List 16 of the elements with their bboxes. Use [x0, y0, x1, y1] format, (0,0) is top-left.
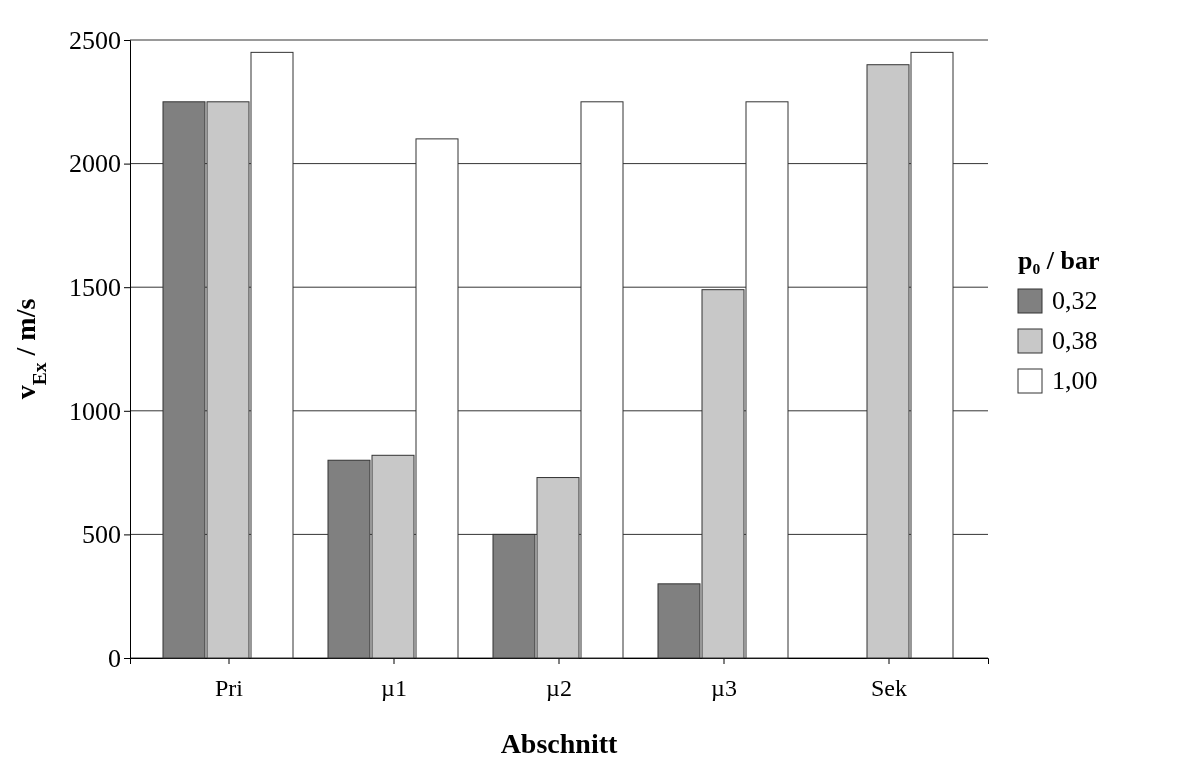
legend-label: 1,00 — [1052, 366, 1098, 395]
x-tick-label: Sek — [871, 674, 907, 701]
x-tick-label: Pri — [214, 674, 244, 701]
x-axis-title: Abschnitt — [500, 728, 619, 759]
y-tick-label: 1500 — [69, 273, 121, 303]
legend-label: 0,38 — [1052, 326, 1098, 355]
x-tick-label: µ2 — [546, 674, 572, 701]
y-tick-label: 2500 — [69, 25, 121, 55]
y-tick-label: 500 — [82, 520, 121, 550]
legend-label: 0,32 — [1052, 286, 1098, 315]
y-tick-label: 1000 — [69, 396, 121, 426]
legend-title: p₀ / bar — [1018, 246, 1100, 275]
x-tick-label: µ1 — [381, 674, 407, 701]
y-tick-label: 0 — [108, 643, 121, 673]
x-tick-label: µ3 — [711, 674, 737, 701]
y-tick-label: 2000 — [69, 149, 121, 179]
